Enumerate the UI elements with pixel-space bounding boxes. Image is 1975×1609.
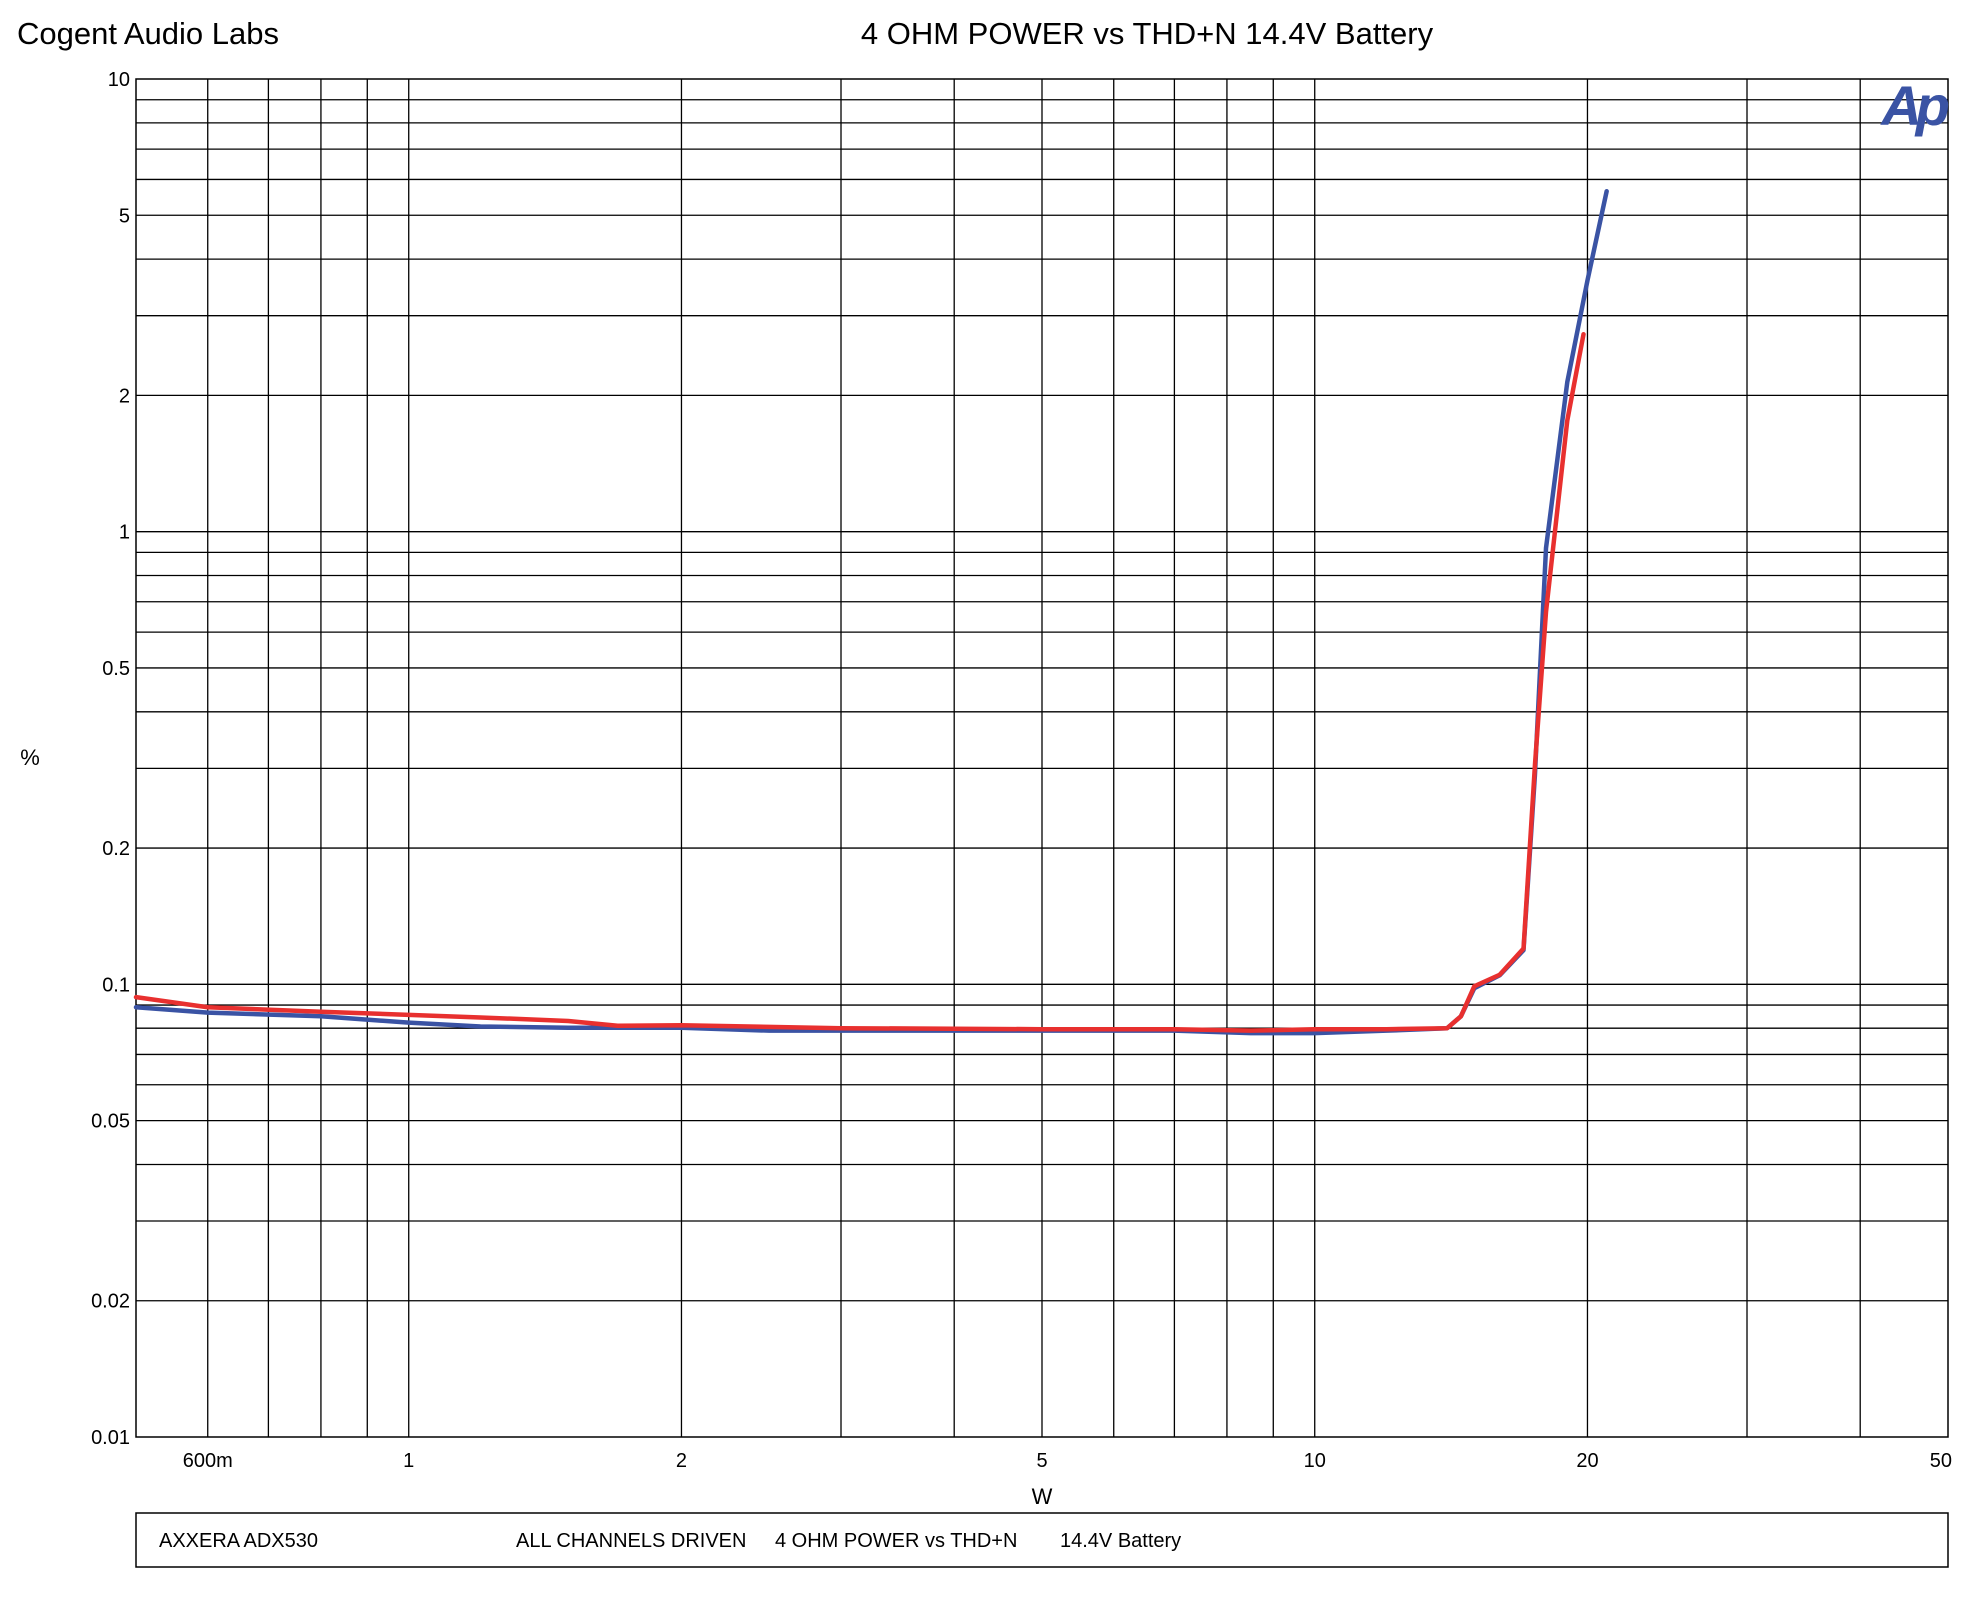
footer-device: AXXERA ADX530 [159, 1530, 318, 1552]
y-tick-label: 0.02 [91, 1291, 130, 1313]
y-tick-label: 0.2 [102, 838, 130, 860]
y-axis-label: % [20, 745, 40, 770]
y-tick-label: 1 [119, 522, 130, 544]
y-tick-label: 0.01 [91, 1427, 130, 1449]
y-tick-label: 10 [108, 69, 130, 91]
x-tick-label: 1 [403, 1450, 414, 1472]
y-tick-label: 0.5 [102, 658, 130, 680]
y-tick-label: 0.1 [102, 974, 130, 996]
y-tick-label: 2 [119, 385, 130, 407]
y-tick-label: 0.05 [91, 1111, 130, 1133]
chart-title: 4 OHM POWER vs THD+N 14.4V Battery [861, 16, 1434, 51]
x-tick-label: 50 [1930, 1450, 1952, 1472]
x-axis-label: W [1032, 1484, 1053, 1509]
x-tick-label: 10 [1304, 1450, 1326, 1472]
x-tick-label: 20 [1576, 1450, 1598, 1472]
company-name: Cogent Audio Labs [17, 16, 279, 51]
footer-mode: ALL CHANNELS DRIVEN [516, 1530, 746, 1552]
footer-supply: 14.4V Battery [1060, 1530, 1181, 1552]
plot-frame [135, 78, 1949, 1438]
x-tick-label: 5 [1036, 1450, 1047, 1472]
footer-test: 4 OHM POWER vs THD+N [775, 1530, 1017, 1552]
data-line [133, 188, 1609, 1036]
data-line [133, 331, 1586, 1033]
y-tick-label: 5 [119, 205, 130, 227]
x-tick-label: 600m [183, 1450, 233, 1472]
x-tick-label: 2 [676, 1450, 687, 1472]
logo: Ap [1879, 74, 1948, 137]
footer-box [135, 1512, 1949, 1568]
